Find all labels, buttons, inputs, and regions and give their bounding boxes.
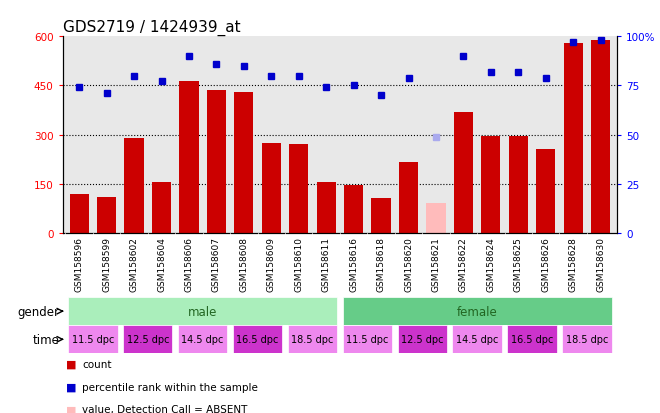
- Text: GDS2719 / 1424939_at: GDS2719 / 1424939_at: [63, 20, 240, 36]
- Bar: [509, 137, 528, 233]
- Bar: [426, 204, 446, 233]
- FancyBboxPatch shape: [68, 297, 337, 325]
- Text: GSM158624: GSM158624: [486, 237, 496, 291]
- Text: GSM158609: GSM158609: [267, 237, 276, 292]
- Text: 14.5 dpc: 14.5 dpc: [456, 335, 498, 344]
- Text: GSM158602: GSM158602: [129, 237, 139, 291]
- Text: GSM158611: GSM158611: [321, 237, 331, 292]
- Text: 12.5 dpc: 12.5 dpc: [401, 335, 444, 344]
- Text: ■: ■: [66, 404, 77, 413]
- Text: GSM158608: GSM158608: [240, 237, 248, 292]
- Text: male: male: [188, 305, 217, 318]
- FancyBboxPatch shape: [343, 297, 612, 325]
- Bar: [97, 197, 116, 233]
- Bar: [261, 143, 281, 233]
- Text: GSM158622: GSM158622: [459, 237, 468, 291]
- Text: GSM158607: GSM158607: [212, 237, 221, 292]
- FancyBboxPatch shape: [68, 325, 117, 354]
- Bar: [564, 44, 583, 233]
- FancyBboxPatch shape: [397, 325, 447, 354]
- Text: GSM158625: GSM158625: [513, 237, 523, 291]
- FancyBboxPatch shape: [123, 325, 172, 354]
- FancyBboxPatch shape: [343, 325, 392, 354]
- Bar: [344, 186, 363, 233]
- Bar: [152, 183, 171, 233]
- Text: 14.5 dpc: 14.5 dpc: [182, 335, 224, 344]
- FancyBboxPatch shape: [562, 325, 612, 354]
- Bar: [536, 150, 555, 233]
- Text: GSM158606: GSM158606: [184, 237, 193, 292]
- FancyBboxPatch shape: [178, 325, 228, 354]
- FancyBboxPatch shape: [288, 325, 337, 354]
- Bar: [207, 91, 226, 233]
- Text: GSM158596: GSM158596: [75, 237, 84, 292]
- Bar: [591, 40, 611, 233]
- Text: percentile rank within the sample: percentile rank within the sample: [82, 382, 258, 392]
- FancyBboxPatch shape: [508, 325, 557, 354]
- Text: 12.5 dpc: 12.5 dpc: [127, 335, 169, 344]
- Bar: [69, 194, 89, 233]
- Bar: [125, 138, 144, 233]
- Text: 11.5 dpc: 11.5 dpc: [346, 335, 389, 344]
- Bar: [234, 93, 253, 233]
- Text: ■: ■: [66, 382, 77, 392]
- Bar: [481, 137, 500, 233]
- Text: value, Detection Call = ABSENT: value, Detection Call = ABSENT: [82, 404, 248, 413]
- FancyBboxPatch shape: [452, 325, 502, 354]
- Text: 11.5 dpc: 11.5 dpc: [72, 335, 114, 344]
- Text: GSM158620: GSM158620: [404, 237, 413, 291]
- Text: count: count: [82, 359, 112, 369]
- Bar: [180, 81, 199, 233]
- Text: GSM158630: GSM158630: [596, 237, 605, 292]
- Text: GSM158626: GSM158626: [541, 237, 550, 291]
- Bar: [372, 199, 391, 233]
- Bar: [454, 112, 473, 233]
- Text: GSM158610: GSM158610: [294, 237, 303, 292]
- Text: 18.5 dpc: 18.5 dpc: [566, 335, 608, 344]
- Text: female: female: [457, 305, 498, 318]
- Text: 16.5 dpc: 16.5 dpc: [236, 335, 279, 344]
- Text: GSM158599: GSM158599: [102, 237, 111, 292]
- Text: gender: gender: [17, 305, 59, 318]
- Bar: [399, 163, 418, 233]
- Text: time: time: [32, 333, 59, 346]
- Bar: [289, 145, 308, 233]
- Text: GSM158616: GSM158616: [349, 237, 358, 292]
- Text: GSM158604: GSM158604: [157, 237, 166, 291]
- FancyBboxPatch shape: [233, 325, 282, 354]
- Text: GSM158628: GSM158628: [569, 237, 578, 291]
- Text: GSM158618: GSM158618: [377, 237, 385, 292]
- Text: 18.5 dpc: 18.5 dpc: [291, 335, 334, 344]
- Bar: [317, 183, 336, 233]
- Text: 16.5 dpc: 16.5 dpc: [511, 335, 553, 344]
- Text: ■: ■: [66, 359, 77, 369]
- Text: GSM158621: GSM158621: [432, 237, 440, 291]
